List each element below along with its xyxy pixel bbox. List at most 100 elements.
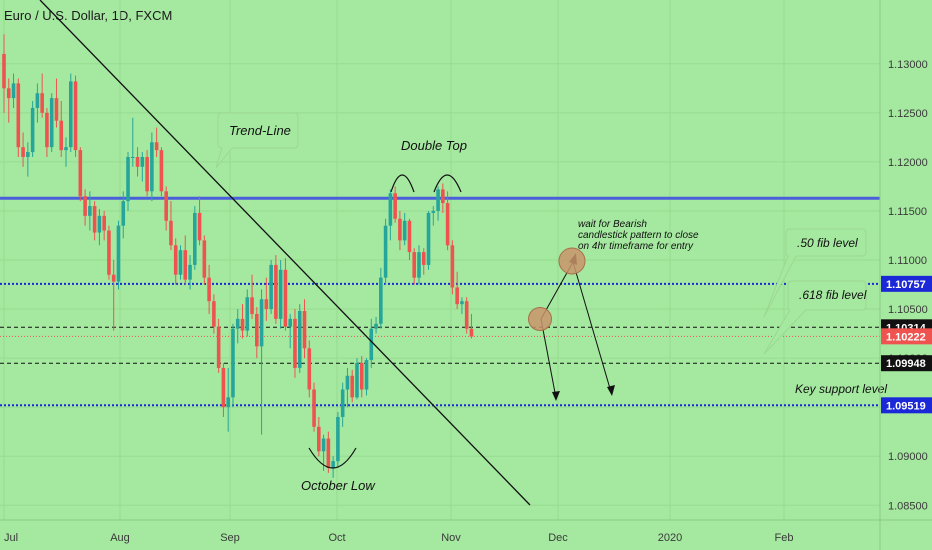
candle-body-up xyxy=(226,397,230,408)
candle-body-up xyxy=(259,299,264,347)
fib-618-callout[interactable]: .618 fib level xyxy=(763,280,867,355)
october-low-label: October Low xyxy=(301,478,376,493)
candle-body-up xyxy=(245,297,250,331)
fib-50-label: .50 fib level xyxy=(797,236,858,250)
candle-body-down xyxy=(469,328,474,337)
candle-body-down xyxy=(302,311,307,349)
candle-body-up xyxy=(364,360,369,390)
candle-body-down xyxy=(326,438,331,468)
candle-body-up xyxy=(193,212,197,265)
price-tick-label: 1.11500 xyxy=(888,206,927,218)
candle-body-down xyxy=(450,245,455,288)
candle-body-up xyxy=(336,416,340,462)
candle-body-up xyxy=(11,83,16,99)
candle-body-down xyxy=(212,301,216,327)
time-tick-label: Dec xyxy=(548,532,568,544)
fib-50-callout[interactable]: .50 fib level xyxy=(763,228,867,318)
price-badge xyxy=(881,275,932,292)
candle-body-down xyxy=(283,269,288,327)
candle-body-down xyxy=(293,318,297,368)
horizontal-levels xyxy=(0,196,880,407)
double-top-arc-left xyxy=(390,174,415,193)
candle-body-down xyxy=(73,81,78,151)
candle-body-down xyxy=(173,245,178,275)
candle-body-up xyxy=(126,156,130,202)
candles xyxy=(2,34,474,478)
wait-note-line-2: candlestick pattern to close xyxy=(578,230,699,241)
candle-body-down xyxy=(350,375,355,398)
key-support-label: Key support level xyxy=(795,382,887,396)
candle-body-up xyxy=(269,264,273,310)
fib-618-label: .618 fib level xyxy=(799,288,867,302)
candle-body-down xyxy=(441,189,445,204)
trend-line-callout[interactable]: Trend-Line xyxy=(215,112,299,169)
candle-body-down xyxy=(464,301,469,329)
candle-body-down xyxy=(412,252,417,278)
candle-body-up xyxy=(374,323,378,329)
candle-body-down xyxy=(312,389,316,427)
candle-body-down xyxy=(240,318,245,331)
price-badge-label: 1.09948 xyxy=(886,358,926,370)
candle-body-down xyxy=(274,264,278,319)
price-badge xyxy=(881,397,932,414)
candle-body-down xyxy=(197,212,202,241)
candle-body-up xyxy=(235,318,240,329)
price-badge xyxy=(881,328,932,345)
candle-body-up xyxy=(436,189,440,211)
candle-body-up xyxy=(30,107,35,153)
price-tick-label: 1.12000 xyxy=(888,157,928,169)
price-tick-label: 1.10500 xyxy=(888,304,928,316)
time-tick-label: Jul xyxy=(4,532,18,544)
candle-body-up xyxy=(140,156,145,167)
candle-body-up xyxy=(297,311,302,368)
candle-body-down xyxy=(54,98,59,121)
candle-body-up xyxy=(383,225,388,278)
candle-body-down xyxy=(135,156,140,167)
candle-body-down xyxy=(307,348,312,390)
candle-body-up xyxy=(121,201,126,226)
time-axis[interactable]: Jul Aug Sep Oct Nov Dec 2020 Feb xyxy=(4,532,793,544)
candle-body-down xyxy=(250,297,254,314)
candle-body-up xyxy=(116,225,121,282)
candle-body-up xyxy=(388,193,393,226)
candle-body-down xyxy=(92,206,97,233)
price-tick-label: 1.11000 xyxy=(888,255,927,267)
candle-body-down xyxy=(59,120,64,151)
candle-body-up xyxy=(97,215,102,233)
candle-body-down xyxy=(2,53,6,89)
candle-body-up xyxy=(402,220,407,241)
price-tick-label: 1.08500 xyxy=(888,500,928,512)
candle-body-up xyxy=(426,212,431,265)
candle-body-down xyxy=(83,196,87,216)
candle-body-down xyxy=(164,191,168,221)
time-tick-label: Nov xyxy=(441,532,461,544)
price-tick-label: 1.13000 xyxy=(888,59,928,71)
trend-line[interactable] xyxy=(39,0,531,506)
candle-body-down xyxy=(154,142,159,151)
candle-body-up xyxy=(379,277,383,324)
entry-zone-circle-upper xyxy=(558,247,586,275)
wait-note-line-1: wait for Bearish xyxy=(578,219,647,230)
candle-body-down xyxy=(169,220,173,246)
time-tick-label: Aug xyxy=(110,532,130,544)
candle-body-up xyxy=(35,93,40,108)
grid xyxy=(0,0,932,521)
double-top-arc-right xyxy=(433,174,462,193)
candle-body-down xyxy=(255,313,259,347)
candle-body-down xyxy=(111,274,116,282)
candle-body-up xyxy=(321,438,326,452)
price-badge-label: 1.10222 xyxy=(886,331,926,343)
time-tick-label: Oct xyxy=(328,532,345,544)
candle-body-down xyxy=(216,326,221,368)
candle-body-up xyxy=(460,301,464,305)
candle-body-up xyxy=(331,461,335,468)
entry-zone-circle-lower xyxy=(528,307,552,331)
candle-body-down xyxy=(455,287,459,305)
candle-body-down xyxy=(207,277,211,302)
candle-body-down xyxy=(398,218,402,241)
candle-body-down xyxy=(407,220,412,253)
trend-line-label: Trend-Line xyxy=(229,123,291,138)
candle-body-down xyxy=(102,215,106,231)
